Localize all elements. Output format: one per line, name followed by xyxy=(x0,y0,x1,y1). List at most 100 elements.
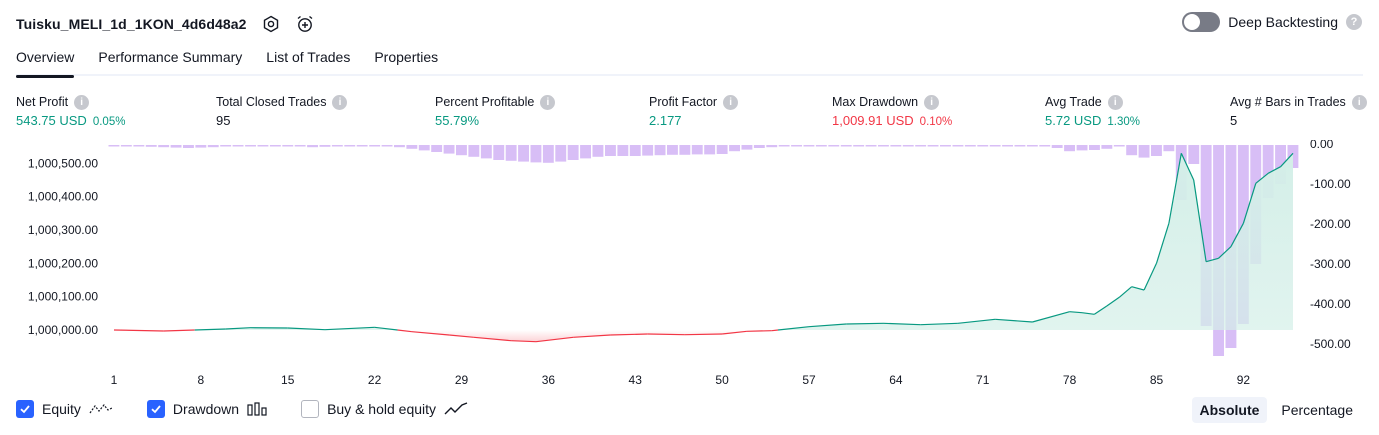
checkbox-checked-icon[interactable] xyxy=(16,400,34,418)
legend-label: Drawdown xyxy=(172,401,240,417)
tab-properties[interactable]: Properties xyxy=(374,49,439,65)
metric-label: Avg Trade xyxy=(1045,95,1102,109)
strategy-header: Tuisku_MELI_1d_1KON_4d6d48a2 xyxy=(16,12,315,36)
drawdown-bar xyxy=(778,145,790,147)
left-axis-tick-label: 1,000,300.00 xyxy=(28,223,98,237)
drawdown-bar xyxy=(902,145,914,147)
x-axis-tick-label: 36 xyxy=(542,373,556,387)
drawdown-bar xyxy=(530,145,542,163)
equity-line-segment xyxy=(535,336,574,343)
drawdown-bar xyxy=(679,145,691,155)
equity-line-segment xyxy=(1155,223,1170,264)
x-axis-tick-label: 85 xyxy=(1150,373,1164,387)
equity-line-segment xyxy=(1180,153,1195,181)
equity-chart[interactable]: 1,000,500.00 1,000,400.00 1,000,300.00 1,00… xyxy=(0,140,1379,390)
help-icon[interactable]: ? xyxy=(1346,14,1362,30)
drawdown-bar xyxy=(108,145,120,147)
drawdown-bar xyxy=(1163,145,1175,152)
x-axis-tick-label: 71 xyxy=(976,373,990,387)
metric-label: Net Profit xyxy=(16,95,69,109)
drawdown-bar xyxy=(629,145,641,156)
drawdown-bar xyxy=(952,145,964,147)
left-axis-tick-label: 1,000,500.00 xyxy=(28,156,98,170)
chart-legend: Equity Drawdown Buy & hold equity xyxy=(16,400,468,418)
checkbox-unchecked-icon[interactable] xyxy=(301,400,320,418)
equity-line-segment xyxy=(113,329,164,332)
equity-line-segment xyxy=(194,328,226,331)
mode-absolute-button[interactable]: Absolute xyxy=(1191,397,1268,423)
equity-line-segment xyxy=(1218,246,1232,259)
gear-icon[interactable] xyxy=(261,14,281,34)
drawdown-bar xyxy=(555,145,567,162)
metric-value: 95 xyxy=(216,113,231,128)
tab-overview[interactable]: Overview xyxy=(16,46,75,78)
right-axis-tick-label: 0.00 xyxy=(1310,140,1334,151)
drawdown-bar xyxy=(617,145,629,156)
x-axis-tick-label: 22 xyxy=(368,373,382,387)
drawdown-bar xyxy=(158,145,170,148)
drawdown-bar xyxy=(480,145,492,159)
deep-backtesting-toggle[interactable] xyxy=(1182,12,1221,32)
equity-area-negative xyxy=(114,330,778,342)
legend-buy-hold-equity[interactable]: Buy & hold equity xyxy=(301,400,468,418)
info-icon[interactable]: i xyxy=(1351,94,1367,110)
drawdown-bar xyxy=(431,145,443,152)
equity-line-segment xyxy=(163,329,195,332)
info-icon[interactable]: i xyxy=(1107,94,1123,110)
drawdown-bar xyxy=(1113,145,1125,147)
equity-line-segment xyxy=(684,333,723,336)
x-axis-tick-label: 8 xyxy=(198,373,205,387)
left-axis-tick-label: 1,000,000.00 xyxy=(28,323,98,337)
left-axis-tick-label: 1,000,400.00 xyxy=(28,190,98,204)
drawdown-bar xyxy=(319,145,331,147)
drawdown-bar xyxy=(1213,145,1224,356)
equity-line-segment xyxy=(1143,263,1158,291)
mode-percentage-button[interactable]: Percentage xyxy=(1281,402,1353,418)
drawdown-bar xyxy=(294,145,306,147)
metric-value: 5.72 USD xyxy=(1045,113,1102,128)
legend-label: Buy & hold equity xyxy=(327,401,437,417)
x-axis-tick-label: 64 xyxy=(889,373,903,387)
equity-line-segment xyxy=(1094,305,1108,315)
alarm-clock-icon[interactable] xyxy=(295,14,315,34)
drawdown-bar xyxy=(468,145,480,157)
x-axis-tick-label: 43 xyxy=(629,373,643,387)
drawdown-bar xyxy=(977,145,989,147)
drawdown-bar xyxy=(344,145,356,147)
info-icon[interactable]: i xyxy=(74,94,90,110)
equity-line-segment xyxy=(1280,152,1294,168)
info-icon[interactable]: i xyxy=(540,94,556,110)
checkbox-checked-icon[interactable] xyxy=(146,400,165,418)
tab-performance-summary[interactable]: Performance Summary xyxy=(98,49,243,65)
drawdown-bar xyxy=(381,145,393,147)
info-icon[interactable]: i xyxy=(924,94,940,110)
metric-pct: 0.05% xyxy=(92,116,126,128)
equity-line-segment xyxy=(920,322,958,326)
drawdown-bar xyxy=(915,145,927,147)
drawdown-bar xyxy=(418,145,430,151)
drawdown-bar xyxy=(580,145,591,159)
tab-list-of-trades[interactable]: List of Trades xyxy=(266,49,351,65)
buy-hold-line-icon xyxy=(444,402,468,415)
drawdown-bar xyxy=(170,145,182,148)
equity-line-segment xyxy=(1081,312,1095,315)
info-icon[interactable]: i xyxy=(723,94,739,110)
drawdown-bar xyxy=(1101,145,1113,149)
drawdown-bar xyxy=(1262,145,1274,198)
info-icon[interactable]: i xyxy=(332,94,348,110)
drawdown-bar xyxy=(654,145,666,156)
equity-line-segment xyxy=(411,331,450,336)
drawdown-bar xyxy=(1014,145,1026,147)
drawdown-bar xyxy=(865,145,877,147)
drawdown-bar xyxy=(195,145,207,148)
drawdown-bar xyxy=(940,145,951,147)
drawdown-bar xyxy=(542,145,554,163)
metric-label: Max Drawdown xyxy=(832,95,919,109)
drawdown-bar xyxy=(853,145,865,147)
display-mode-switch: Absolute Percentage xyxy=(1191,397,1362,423)
legend-drawdown[interactable]: Drawdown xyxy=(146,400,267,418)
equity-line-segment xyxy=(883,322,921,326)
legend-equity[interactable]: Equity xyxy=(16,400,113,418)
right-axis-tick-label: -400.00 xyxy=(1310,297,1351,311)
drawdown-bar xyxy=(456,145,467,156)
